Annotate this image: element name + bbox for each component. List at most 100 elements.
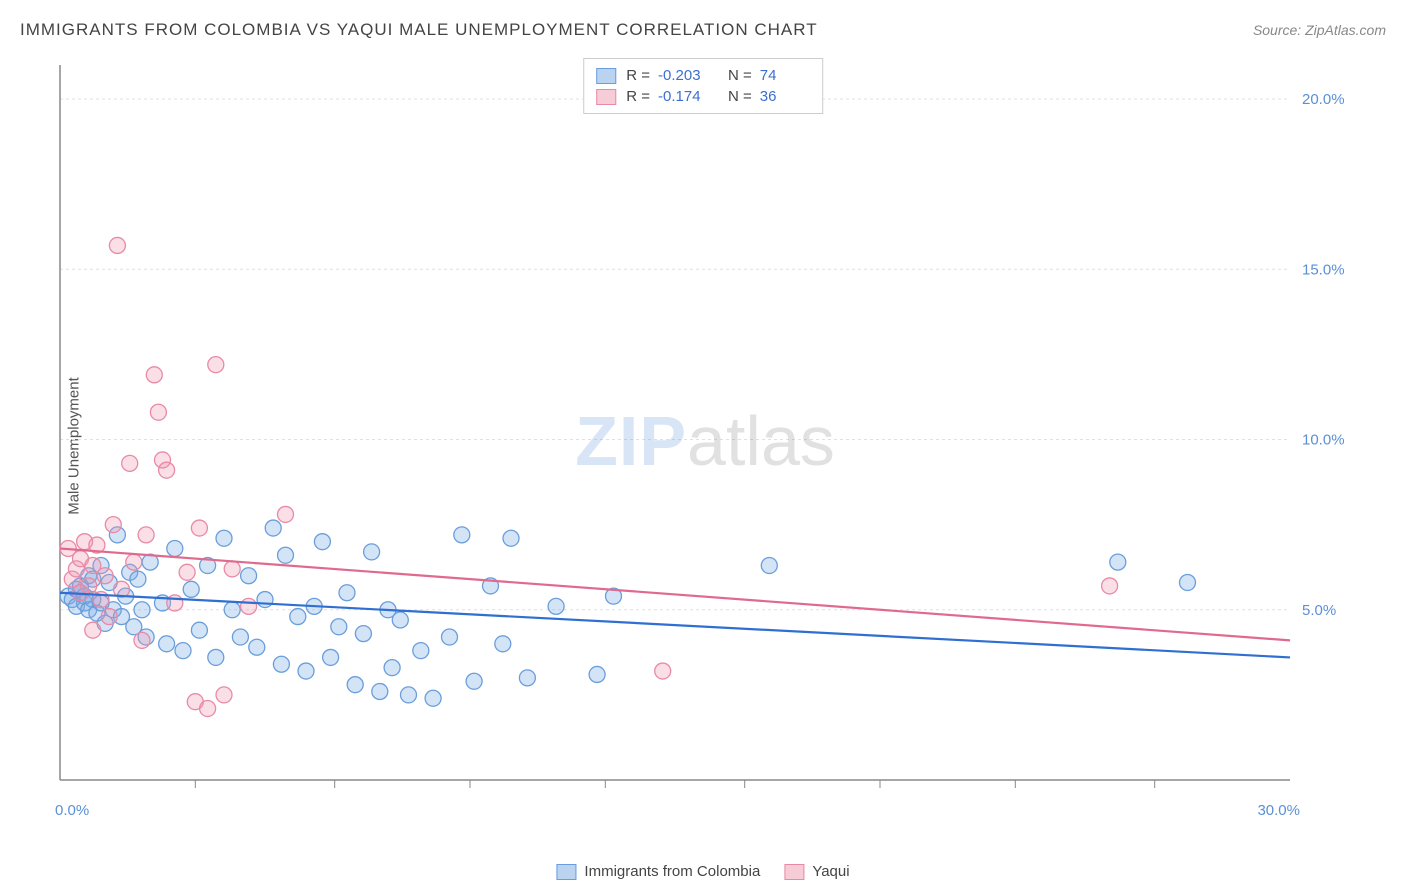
legend-item: Immigrants from Colombia xyxy=(556,863,760,880)
y-tick-label: 10.0% xyxy=(1302,432,1345,449)
data-point xyxy=(85,622,101,638)
legend-swatch xyxy=(784,864,804,880)
legend-swatch xyxy=(556,864,576,880)
data-point xyxy=(273,656,289,672)
data-point xyxy=(126,554,142,570)
data-point xyxy=(101,609,117,625)
data-point xyxy=(241,568,257,584)
data-point xyxy=(179,564,195,580)
r-value: -0.203 xyxy=(658,67,708,84)
data-point xyxy=(466,673,482,689)
data-point xyxy=(109,237,125,253)
data-point xyxy=(81,578,97,594)
r-value: -0.174 xyxy=(658,88,708,105)
data-point xyxy=(97,568,113,584)
data-point xyxy=(150,404,166,420)
legend-label: Immigrants from Colombia xyxy=(584,863,760,880)
r-label: R = xyxy=(626,67,650,84)
data-point xyxy=(232,629,248,645)
data-point xyxy=(167,595,183,611)
n-value: 36 xyxy=(760,88,810,105)
legend-row: R = -0.174 N = 36 xyxy=(596,86,810,107)
data-point xyxy=(548,598,564,614)
data-point xyxy=(392,612,408,628)
data-point xyxy=(278,547,294,563)
data-point xyxy=(347,677,363,693)
data-point xyxy=(589,666,605,682)
y-tick-label: 5.0% xyxy=(1302,602,1336,619)
data-point xyxy=(265,520,281,536)
data-point xyxy=(183,581,199,597)
y-tick-label: 20.0% xyxy=(1302,91,1345,108)
data-point xyxy=(134,602,150,618)
chart-header: IMMIGRANTS FROM COLOMBIA VS YAQUI MALE U… xyxy=(20,20,1386,40)
data-point xyxy=(159,462,175,478)
data-point xyxy=(191,520,207,536)
data-point xyxy=(1102,578,1118,594)
legend-item: Yaqui xyxy=(784,863,849,880)
data-point xyxy=(257,592,273,608)
chart-title: IMMIGRANTS FROM COLOMBIA VS YAQUI MALE U… xyxy=(20,20,818,40)
data-point xyxy=(208,357,224,373)
data-point xyxy=(314,534,330,550)
data-point xyxy=(323,649,339,665)
data-point xyxy=(224,602,240,618)
scatter-plot-svg: 5.0% 10.0% 15.0% 20.0% 0.0% 30.0% xyxy=(50,55,1360,835)
data-point xyxy=(519,670,535,686)
data-point xyxy=(278,506,294,522)
data-point xyxy=(241,598,257,614)
chart-area: 5.0%10.0%15.0%20.0%0.0%30.0% ZIPatlas xyxy=(50,55,1360,835)
legend-label: Yaqui xyxy=(812,863,849,880)
data-point xyxy=(761,558,777,574)
data-point xyxy=(495,636,511,652)
data-point xyxy=(200,701,216,717)
trend-line xyxy=(60,593,1290,658)
data-point xyxy=(298,663,314,679)
data-point xyxy=(655,663,671,679)
data-point xyxy=(134,632,150,648)
data-point xyxy=(167,540,183,556)
r-label: R = xyxy=(626,88,650,105)
data-point xyxy=(146,367,162,383)
data-point xyxy=(1110,554,1126,570)
legend-swatch xyxy=(596,89,616,105)
data-point xyxy=(355,626,371,642)
legend-row: R = -0.203 N = 74 xyxy=(596,65,810,86)
data-point xyxy=(442,629,458,645)
correlation-legend: R = -0.203 N = 74 R = -0.174 N = 36 xyxy=(583,58,823,114)
n-value: 74 xyxy=(760,67,810,84)
series-legend: Immigrants from Colombia Yaqui xyxy=(556,863,849,880)
data-point xyxy=(384,660,400,676)
legend-swatch xyxy=(596,68,616,84)
data-point xyxy=(159,636,175,652)
source-attribution: Source: ZipAtlas.com xyxy=(1253,22,1386,38)
trend-line xyxy=(60,548,1290,640)
data-point xyxy=(216,530,232,546)
data-point xyxy=(208,649,224,665)
n-label: N = xyxy=(728,88,752,105)
data-point xyxy=(331,619,347,635)
n-label: N = xyxy=(728,67,752,84)
x-tick-label: 0.0% xyxy=(55,802,89,819)
data-point xyxy=(1180,575,1196,591)
data-point xyxy=(503,530,519,546)
data-point xyxy=(364,544,380,560)
data-point xyxy=(290,609,306,625)
y-tick-label: 15.0% xyxy=(1302,261,1345,278)
data-point xyxy=(425,690,441,706)
data-point xyxy=(191,622,207,638)
data-point xyxy=(216,687,232,703)
data-point xyxy=(401,687,417,703)
data-point xyxy=(224,561,240,577)
data-point xyxy=(339,585,355,601)
data-point xyxy=(249,639,265,655)
data-point xyxy=(105,517,121,533)
data-point xyxy=(122,455,138,471)
data-point xyxy=(130,571,146,587)
data-point xyxy=(138,527,154,543)
data-point xyxy=(372,683,388,699)
data-point xyxy=(413,643,429,659)
data-point xyxy=(454,527,470,543)
x-tick-label: 30.0% xyxy=(1257,802,1300,819)
data-point xyxy=(175,643,191,659)
